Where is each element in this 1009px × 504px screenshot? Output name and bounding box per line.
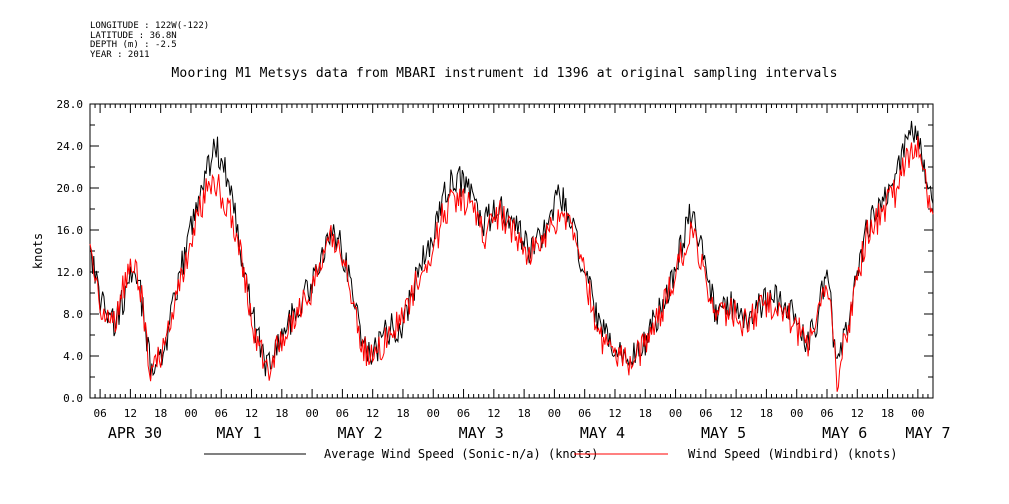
year-text: YEAR : 2011	[90, 49, 150, 60]
x-hour-label: 06	[457, 407, 470, 420]
series-line-windbird	[89, 136, 934, 392]
x-hour-label: 00	[548, 407, 561, 420]
longitude-text: LONGITUDE : 122W(-122)	[90, 21, 210, 31]
axes-group: 0.0 4.0 8.0 12.0 16.0 20.0 24.0 28.0 knots 06 12 18…	[31, 98, 951, 442]
x-hour-label: 18	[639, 407, 652, 420]
x-day-label: MAY 4	[580, 424, 625, 442]
metadata-block: LONGITUDE : 122W(-122) LATITUDE : 36.8N …	[90, 21, 210, 60]
x-day-label: MAY 6	[822, 424, 867, 442]
legend-label-sonic: Average Wind Speed (Sonic-n/a) (knots)	[324, 447, 599, 461]
y-tick-label: 12.0	[57, 266, 84, 279]
x-hour-label: 00	[911, 407, 924, 420]
x-hour-label: 18	[881, 407, 894, 420]
x-day-label: MAY 3	[459, 424, 504, 442]
legend: Average Wind Speed (Sonic-n/a) (knots) Wi…	[204, 447, 898, 461]
y-tick-label: 28.0	[57, 98, 84, 111]
x-hour-label: 00	[305, 407, 318, 420]
series-line-sonic	[89, 120, 934, 380]
chart-title: Mooring M1 Metsys data from MBARI instru…	[171, 66, 838, 81]
x-hour-label: 12	[608, 407, 621, 420]
x-hour-label: 06	[93, 407, 106, 420]
x-hour-label: 12	[487, 407, 500, 420]
series-group	[89, 120, 934, 392]
y-tick-label: 20.0	[57, 182, 84, 195]
y-tick-label: 0.0	[63, 392, 83, 405]
x-hour-label: 06	[699, 407, 712, 420]
x-hour-label: 00	[790, 407, 803, 420]
x-hour-label: 06	[820, 407, 833, 420]
y-tick-label: 16.0	[57, 224, 84, 237]
x-day-label: MAY 1	[216, 424, 261, 442]
x-day-label: MAY 5	[701, 424, 746, 442]
x-hour-label: 06	[578, 407, 591, 420]
x-hour-label: 18	[517, 407, 530, 420]
x-day-label: MAY 2	[338, 424, 383, 442]
y-tick-label: 8.0	[63, 308, 83, 321]
y-axis-label: knots	[31, 233, 45, 269]
legend-label-windbird: Wind Speed (Windbird) (knots)	[688, 447, 898, 461]
x-hour-label: 12	[245, 407, 258, 420]
latitude-text: LATITUDE : 36.8N	[90, 30, 177, 41]
x-hour-label: 06	[215, 407, 228, 420]
x-hour-label: 00	[427, 407, 440, 420]
x-hour-label: 18	[154, 407, 167, 420]
x-hour-label: 18	[760, 407, 773, 420]
depth-text: DEPTH (m) : -2.5	[90, 40, 177, 50]
x-hour-label: 18	[275, 407, 288, 420]
x-hour-label: 00	[184, 407, 197, 420]
x-hour-label: 06	[336, 407, 349, 420]
y-tick-label: 4.0	[63, 350, 83, 363]
x-hour-label: 12	[730, 407, 743, 420]
x-hour-label: 12	[851, 407, 864, 420]
x-hour-label: 12	[124, 407, 137, 420]
x-day-label: MAY 7	[905, 424, 950, 442]
x-hour-label: 00	[669, 407, 682, 420]
x-hour-label: 12	[366, 407, 379, 420]
x-day-label: APR 30	[108, 424, 162, 442]
x-hour-label: 18	[396, 407, 409, 420]
y-tick-label: 24.0	[57, 140, 84, 153]
